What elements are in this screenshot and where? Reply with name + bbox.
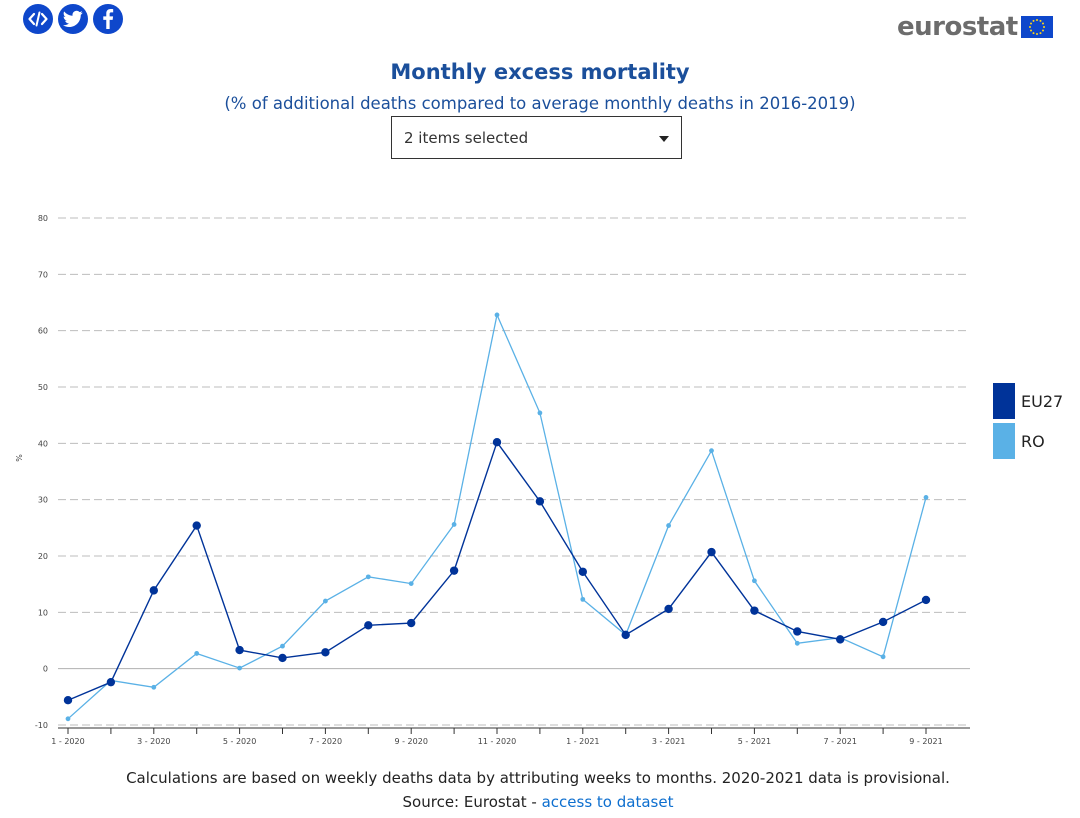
data-point-eu27	[535, 497, 545, 506]
footnote: Calculations are based on weekly deaths …	[126, 769, 950, 787]
legend-item-ro[interactable]: RO	[993, 423, 1063, 459]
y-tick-label: 40	[38, 439, 48, 448]
data-point-ro	[537, 410, 543, 416]
series-line-ro	[67, 312, 927, 720]
legend-label-eu27: EU27	[1021, 391, 1064, 411]
data-point-eu27	[878, 617, 888, 627]
facebook-icon	[103, 9, 114, 29]
data-point-ro	[151, 684, 157, 690]
data-point-eu27	[921, 595, 931, 605]
y-tick-label: 80	[38, 214, 48, 223]
line-chart: -10 0 10 20 30 40 50 60 70 80% 1 - 2020 3 - 2020 5 -…	[15, 214, 970, 746]
facebook-share-button[interactable]	[93, 4, 123, 34]
y-tick-label: 50	[38, 383, 48, 392]
x-tick-label: 5 - 2020	[223, 737, 256, 746]
eu-flag-icon	[1020, 16, 1053, 38]
chart-legend: EU27 RO	[993, 383, 1063, 463]
data-point-ro	[451, 522, 457, 527]
data-point-ro	[709, 448, 714, 454]
y-tick-label: 70	[38, 270, 48, 279]
data-point-ro	[923, 495, 929, 500]
country-selector[interactable]: 2 items selected	[391, 116, 682, 159]
x-tick-label: 7 - 2021	[823, 737, 856, 746]
data-point-eu27	[192, 521, 201, 530]
y-tick-label: 0	[43, 665, 48, 674]
data-point-ro	[323, 598, 328, 604]
data-point-eu27	[750, 606, 759, 615]
series-line-eu27	[67, 440, 927, 701]
embed-button[interactable]	[23, 4, 53, 34]
y-tick-label: 10	[38, 608, 48, 617]
data-point-eu27	[407, 618, 416, 628]
data-point-eu27	[449, 566, 459, 575]
data-point-eu27	[664, 604, 673, 614]
data-point-ro	[194, 651, 200, 656]
legend-swatch-ro	[993, 423, 1015, 459]
data-point-ro	[365, 574, 371, 580]
data-point-ro	[580, 596, 586, 602]
eurostat-logo[interactable]: eurostat	[897, 12, 1053, 42]
share-bar	[23, 4, 123, 34]
selector-value: 2 items selected	[404, 128, 529, 147]
data-point-eu27	[235, 645, 244, 655]
data-point-eu27	[364, 621, 373, 630]
data-point-eu27	[836, 635, 845, 644]
data-point-ro	[408, 581, 414, 587]
x-tick-label: 1 - 2021	[566, 737, 599, 746]
data-point-eu27	[321, 648, 330, 657]
legend-item-eu27[interactable]: EU27	[993, 383, 1063, 419]
data-point-ro	[752, 578, 757, 584]
dataset-link[interactable]: access to dataset	[541, 793, 674, 811]
twitter-share-button[interactable]	[58, 4, 88, 34]
x-tick-label: 9 - 2020	[394, 737, 427, 746]
x-tick-label: 1 - 2020	[51, 737, 84, 746]
data-point-eu27	[578, 567, 587, 576]
x-tick-label: 7 - 2020	[309, 737, 342, 746]
data-point-ro	[494, 312, 500, 318]
data-point-ro	[794, 640, 800, 646]
logo-text: eurostat	[897, 12, 1018, 42]
twitter-icon	[63, 10, 83, 28]
embed-code-icon	[28, 11, 48, 27]
data-point-eu27	[621, 630, 630, 640]
data-point-ro	[237, 665, 243, 671]
chart-title: Monthly excess mortality	[390, 60, 690, 84]
legend-label-ro: RO	[1021, 431, 1045, 451]
x-tick-label: 11 - 2020	[478, 737, 517, 746]
data-point-eu27	[63, 696, 73, 705]
y-tick-label: 60	[38, 327, 48, 336]
y-axis-label: %	[15, 454, 24, 462]
x-tick-label: 9 - 2021	[909, 737, 942, 746]
data-point-eu27	[278, 653, 287, 663]
data-point-ro	[666, 523, 671, 528]
y-tick-label: -10	[35, 721, 48, 730]
data-point-ro	[65, 716, 71, 722]
chart-subtitle: (% of additional deaths compared to aver…	[224, 94, 856, 113]
source-prefix: Source: Eurostat -	[402, 793, 542, 811]
source-line: Source: Eurostat - access to dataset	[0, 793, 1076, 811]
x-tick-label: 5 - 2021	[738, 737, 771, 746]
data-point-eu27	[707, 547, 716, 557]
data-point-eu27	[492, 438, 502, 447]
data-point-eu27	[149, 586, 158, 595]
legend-swatch-eu27	[993, 383, 1015, 419]
x-tick-label: 3 - 2021	[652, 737, 685, 746]
chevron-down-icon	[659, 136, 669, 142]
x-tick-label: 3 - 2020	[137, 737, 170, 746]
data-point-eu27	[793, 627, 802, 636]
data-point-ro	[280, 643, 285, 649]
data-point-ro	[880, 654, 886, 660]
data-point-eu27	[106, 677, 116, 687]
y-tick-label: 30	[38, 496, 48, 505]
y-tick-label: 20	[38, 552, 48, 561]
